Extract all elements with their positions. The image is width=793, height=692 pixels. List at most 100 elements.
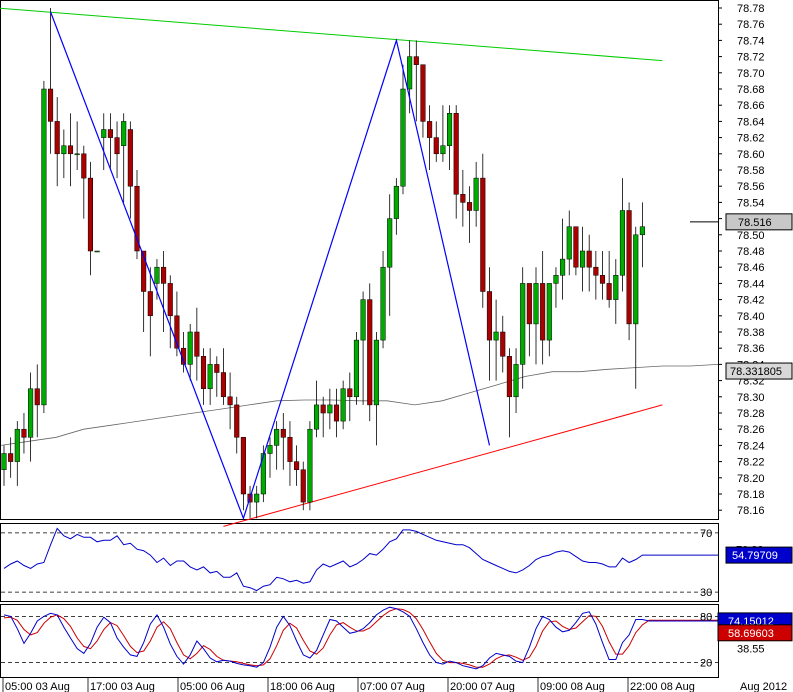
- candle: [619, 178, 626, 292]
- candle: [466, 186, 473, 243]
- stoch-plot: [1, 606, 718, 670]
- candle: [586, 234, 592, 292]
- price-tick-label: 78.40: [737, 311, 765, 323]
- price-tick-label: 78.24: [737, 440, 765, 452]
- candle-body: [254, 493, 260, 503]
- candle: [280, 413, 286, 470]
- rsi-plot: [1, 527, 718, 593]
- candle-body: [540, 283, 546, 341]
- candle: [500, 315, 506, 373]
- price-tick-label: 78.62: [737, 133, 765, 145]
- candle-body: [187, 331, 193, 365]
- candle-body: [48, 88, 54, 122]
- candle-body: [61, 145, 67, 155]
- candle-body: [54, 121, 60, 155]
- candle: [287, 421, 293, 486]
- candle: [387, 194, 393, 316]
- candle: [639, 202, 645, 268]
- candle: [427, 105, 433, 170]
- candle: [14, 421, 20, 486]
- candle: [593, 251, 599, 300]
- price-tick-label: 78.28: [737, 408, 765, 420]
- candle: [167, 275, 173, 349]
- candle: [141, 250, 147, 332]
- ma-value-label: 78.331805: [730, 366, 782, 378]
- candle-body: [447, 113, 453, 146]
- candle-body: [314, 404, 320, 430]
- candle-body: [493, 331, 499, 341]
- candle: [267, 437, 273, 478]
- candle-body: [480, 177, 486, 292]
- candle-body: [101, 129, 107, 138]
- candle: [480, 153, 486, 308]
- price-tick-label: 78.68: [737, 84, 765, 96]
- time-axis: 05:00 03 Aug 17:00 03 Aug 05:00 06 Aug 18:0…: [2, 678, 787, 692]
- candle-body: [340, 388, 346, 422]
- candle-body: [580, 250, 586, 268]
- price-tick-label: 78.78: [737, 3, 765, 15]
- stoch-k-line: [3, 606, 718, 670]
- candle: [613, 259, 619, 324]
- candle: [433, 121, 439, 162]
- candle: [506, 348, 512, 438]
- candle-body: [320, 404, 326, 414]
- candle: [353, 332, 359, 405]
- candle-body: [161, 266, 167, 284]
- candle: [533, 267, 539, 365]
- price-tick-label: 78.44: [737, 278, 765, 290]
- candle: [407, 40, 413, 114]
- price-tick-label: 78.58: [737, 165, 765, 177]
- candle: [121, 113, 127, 203]
- candle: [413, 40, 419, 122]
- candle: [161, 251, 167, 332]
- candle: [420, 64, 426, 138]
- price-tick-label: 78.76: [737, 19, 765, 31]
- price-tick-label: 78.72: [737, 52, 765, 64]
- candle: [127, 121, 133, 219]
- candle: [626, 202, 632, 341]
- candle: [147, 267, 153, 357]
- candle-body: [28, 388, 34, 438]
- candle-body: [626, 210, 632, 325]
- candle: [200, 348, 207, 405]
- candle: [580, 226, 586, 292]
- candle-body: [460, 194, 466, 203]
- candle-body: [194, 331, 200, 357]
- candle-body: [227, 396, 233, 406]
- candle-body: [134, 185, 140, 252]
- candle: [486, 267, 492, 381]
- candle: [327, 388, 333, 430]
- candle-body: [87, 177, 94, 252]
- candle: [207, 348, 213, 405]
- candle-body: [294, 461, 300, 470]
- candle-body: [526, 283, 532, 325]
- candle-body: [520, 283, 526, 365]
- candle-body: [147, 291, 153, 317]
- candle: [67, 113, 74, 187]
- candle-body: [274, 428, 280, 446]
- stoch-tick-label: 38.55: [737, 643, 765, 655]
- price-tick-label: 78.54: [737, 197, 765, 209]
- candle: [87, 161, 94, 276]
- candle-body: [1, 453, 7, 470]
- time-tick-label: 05:00 06 Aug: [180, 681, 245, 692]
- time-tick-label: 18:00 06 Aug: [270, 681, 335, 692]
- support-line: [223, 404, 663, 527]
- last-price-label: 78.516: [738, 217, 772, 229]
- rsi-current-box: [725, 546, 793, 564]
- candle: [194, 307, 200, 381]
- candle: [440, 105, 446, 162]
- candle: [560, 218, 566, 300]
- moving-average-line: [0, 364, 719, 446]
- candle: [447, 105, 453, 170]
- candle-body: [453, 113, 459, 195]
- rsi-current-label: 54.79709: [732, 550, 778, 562]
- candle-body: [573, 226, 579, 268]
- candle: [61, 129, 67, 179]
- candle-body: [94, 250, 100, 253]
- candle: [41, 80, 47, 413]
- candle: [34, 364, 40, 438]
- candle-body: [41, 88, 47, 406]
- candle-body: [260, 453, 266, 495]
- candle-body: [347, 388, 353, 398]
